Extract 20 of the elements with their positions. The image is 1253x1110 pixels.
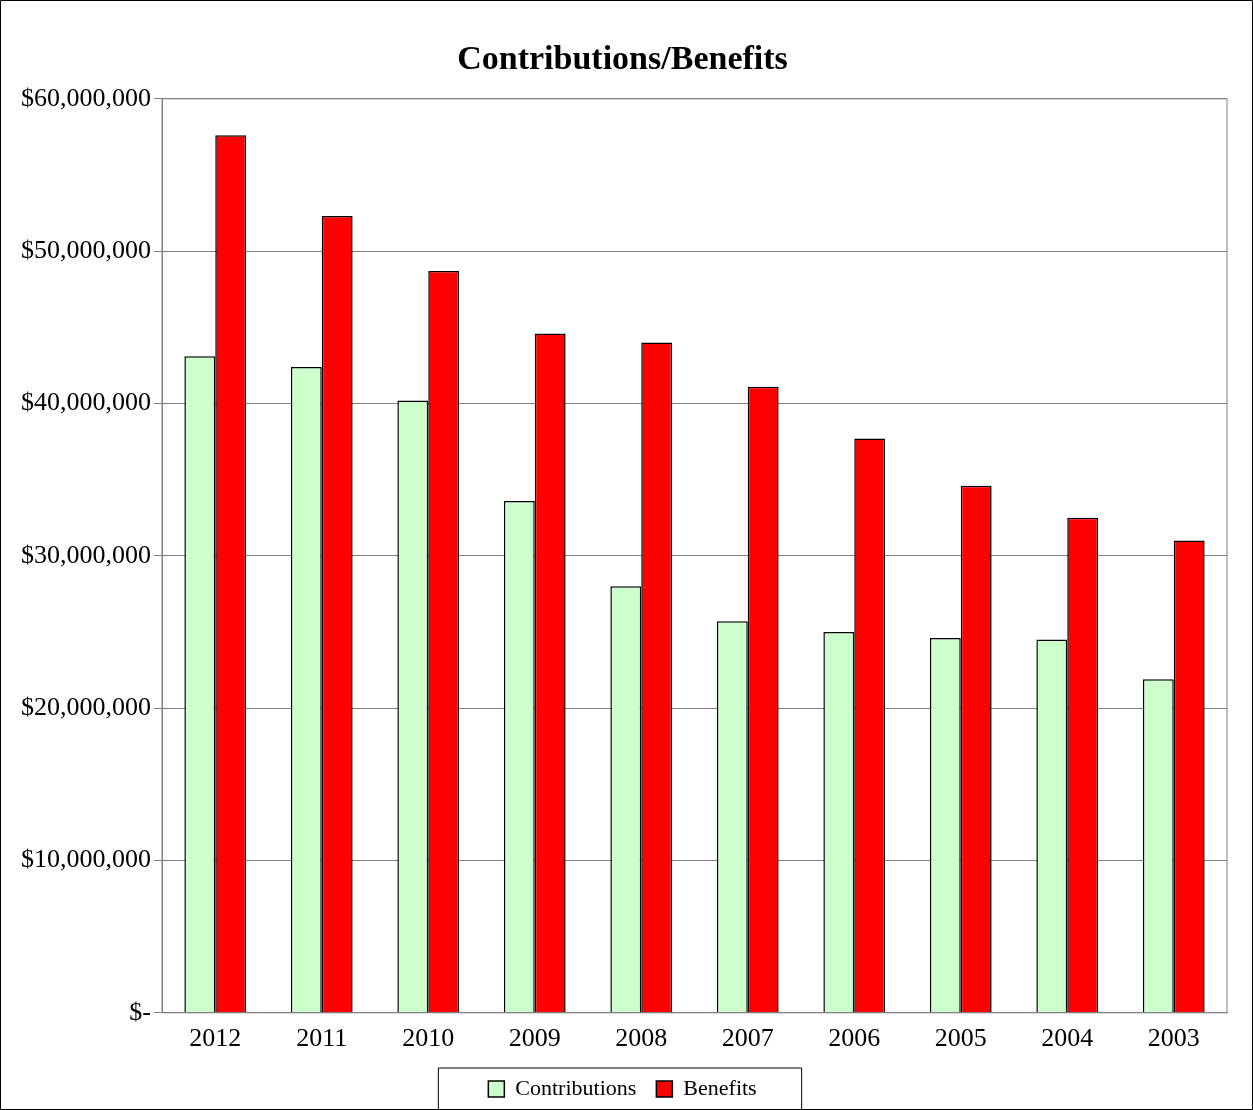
- x-tick-label: 2003: [1147, 1023, 1200, 1053]
- x-tick-label: 2007: [721, 1023, 774, 1053]
- x-tick-label: 2005: [934, 1023, 987, 1053]
- legend-label: Contributions: [515, 1074, 637, 1100]
- x-tick-label: 2006: [828, 1023, 881, 1053]
- chart-title: Contributions/Benefits: [457, 39, 788, 77]
- x-tick-label: 2010: [402, 1023, 455, 1053]
- y-tick-label: $40,000,000: [21, 387, 151, 417]
- x-tick-label: 2009: [508, 1023, 561, 1053]
- y-tick-label: $10,000,000: [21, 844, 151, 874]
- x-tick-label: 2012: [189, 1023, 242, 1053]
- y-tick-label: $20,000,000: [21, 691, 151, 721]
- x-tick-label: 2011: [296, 1023, 348, 1053]
- x-tick-label: 2004: [1041, 1023, 1094, 1053]
- y-tick-label: $-: [129, 996, 151, 1026]
- y-tick-label: $60,000,000: [21, 82, 151, 112]
- y-tick-label: $30,000,000: [21, 539, 151, 569]
- x-tick-label: 2008: [615, 1023, 668, 1053]
- legend-label: Benefits: [683, 1074, 757, 1100]
- y-tick-label: $50,000,000: [21, 234, 151, 264]
